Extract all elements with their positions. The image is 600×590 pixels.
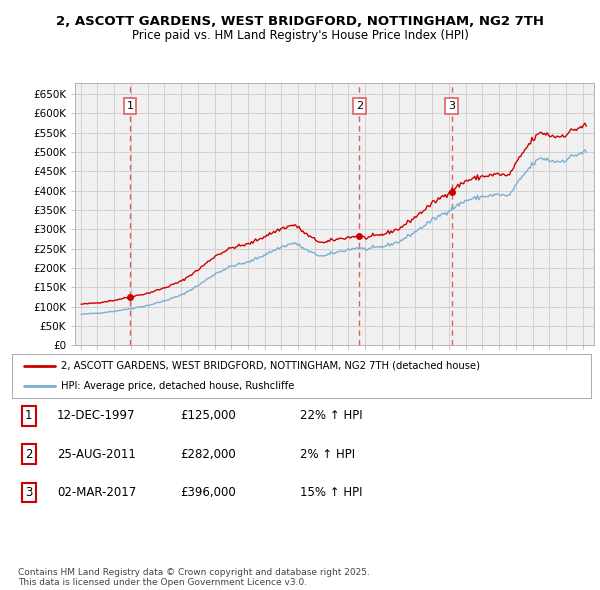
Text: 15% ↑ HPI: 15% ↑ HPI: [300, 486, 362, 499]
Text: 12-DEC-1997: 12-DEC-1997: [57, 409, 136, 422]
Text: 2% ↑ HPI: 2% ↑ HPI: [300, 448, 355, 461]
Text: 02-MAR-2017: 02-MAR-2017: [57, 486, 136, 499]
Text: 1: 1: [127, 101, 133, 111]
Text: £125,000: £125,000: [180, 409, 236, 422]
Text: £396,000: £396,000: [180, 486, 236, 499]
Text: 2: 2: [356, 101, 363, 111]
Text: HPI: Average price, detached house, Rushcliffe: HPI: Average price, detached house, Rush…: [61, 381, 295, 391]
Text: 2, ASCOTT GARDENS, WEST BRIDGFORD, NOTTINGHAM, NG2 7TH (detached house): 2, ASCOTT GARDENS, WEST BRIDGFORD, NOTTI…: [61, 361, 480, 371]
Text: £282,000: £282,000: [180, 448, 236, 461]
Text: 22% ↑ HPI: 22% ↑ HPI: [300, 409, 362, 422]
Text: 1: 1: [25, 409, 32, 422]
Text: 3: 3: [448, 101, 455, 111]
Text: 25-AUG-2011: 25-AUG-2011: [57, 448, 136, 461]
Text: 2, ASCOTT GARDENS, WEST BRIDGFORD, NOTTINGHAM, NG2 7TH: 2, ASCOTT GARDENS, WEST BRIDGFORD, NOTTI…: [56, 15, 544, 28]
Text: 2: 2: [25, 448, 32, 461]
Text: Contains HM Land Registry data © Crown copyright and database right 2025.
This d: Contains HM Land Registry data © Crown c…: [18, 568, 370, 587]
Text: Price paid vs. HM Land Registry's House Price Index (HPI): Price paid vs. HM Land Registry's House …: [131, 30, 469, 42]
Text: 3: 3: [25, 486, 32, 499]
